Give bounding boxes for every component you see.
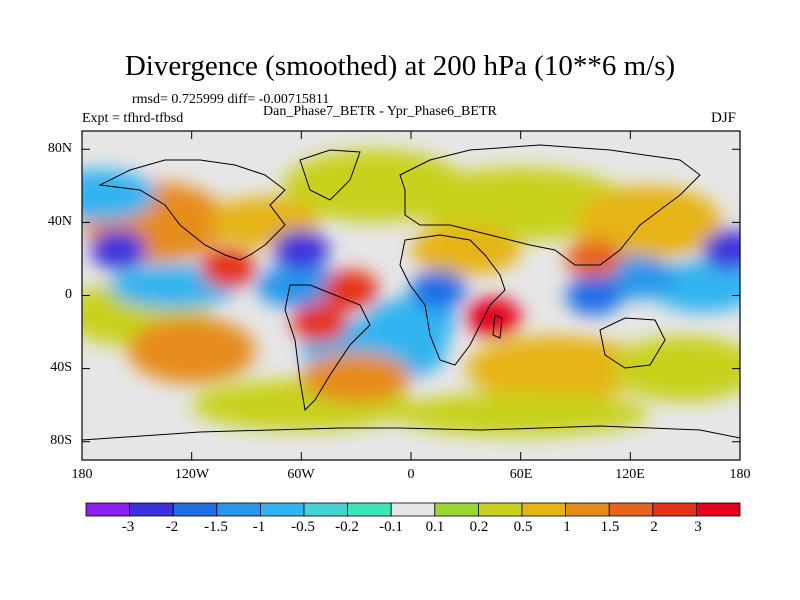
lat-tick-40s: 40S [50, 360, 72, 375]
colorbar-label: -0.1 [379, 519, 403, 535]
colorbar-swatch [172, 502, 218, 517]
field-blob [575, 185, 722, 259]
field-blob [411, 224, 521, 276]
lon-tick-60e: 60E [509, 467, 533, 482]
lat-tick-80n: 80N [47, 141, 72, 156]
colorbar-swatch [608, 502, 654, 517]
colorbar [85, 502, 741, 517]
colorbar-swatch [259, 502, 305, 517]
expt-label: Expt = tfhrd-tfbsd [82, 111, 184, 126]
coast-north-america [98, 159, 286, 261]
coast-south-america [284, 284, 371, 412]
colorbar-swatch [696, 502, 741, 517]
colorbar-label: 3 [694, 519, 702, 535]
lon-tick-60w: 60W [287, 467, 315, 482]
field-blob [255, 264, 348, 309]
lat-tick-40n: 40N [47, 214, 72, 229]
coast-eurasia [399, 144, 701, 266]
colorbar-swatch [477, 502, 523, 517]
coast-madagascar [492, 314, 503, 339]
field-layer [82, 131, 740, 460]
lon-tick-120e: 120E [615, 467, 645, 482]
coast-antarctica [82, 425, 740, 441]
colorbar-label: -0.2 [335, 519, 359, 535]
case-label: Dan_Phase7_BETR - Ypr_Phase6_BETR [263, 104, 497, 119]
field-feature [565, 275, 622, 316]
field-blob [127, 317, 256, 384]
colorbar-label: 0.1 [425, 519, 445, 535]
coast-africa [399, 234, 506, 366]
lon-tick-180w: 180 [71, 467, 93, 482]
colorbar-swatch [129, 502, 174, 517]
colorbar-label: -1.5 [204, 519, 228, 535]
colorbar-label: -2 [165, 519, 179, 535]
field-blob [301, 352, 411, 404]
coast-australia [599, 317, 666, 369]
field-feature [565, 238, 622, 279]
colorbar-label: 2 [650, 519, 658, 535]
field-feature [90, 229, 147, 270]
colorbar-label: 0.2 [469, 519, 489, 535]
field-blob [612, 335, 740, 402]
field-feature [702, 229, 740, 270]
colorbar-label: -1 [252, 519, 266, 535]
lon-tick-marks [81, 131, 741, 460]
colorbar-swatch [303, 502, 348, 517]
lon-tick-120w: 120W [174, 467, 210, 482]
colorbar-label: 1 [563, 519, 571, 535]
field-blob [392, 392, 649, 437]
field-feature [200, 248, 257, 289]
colorbar-swatch [390, 502, 436, 517]
colorbar-swatch [565, 502, 610, 517]
field-feature [322, 270, 379, 311]
lat-tick-0: 0 [65, 287, 72, 302]
lon-tick-180e: 180 [729, 467, 751, 482]
field-feature [291, 302, 348, 343]
field-blob [465, 335, 649, 402]
figure-title: Divergence (smoothed) at 200 hPa (10**6 … [124, 50, 676, 82]
field-feature [410, 270, 467, 311]
colorbar-label: 1.5 [600, 519, 620, 535]
season-label: DJF [711, 110, 737, 126]
colorbar-swatch [216, 502, 261, 517]
field-blob [365, 297, 457, 349]
colorbar-swatch [347, 502, 392, 517]
divergence-field [82, 149, 740, 437]
lat-tick-80s: 80S [50, 433, 72, 448]
stats-label: rmsd= 0.725999 diff= -0.00715811 [132, 92, 330, 107]
lat-tick-marks [82, 148, 740, 443]
colorbar-swatch [521, 502, 566, 517]
colorbar-label: 0.5 [513, 519, 533, 535]
lon-tick-0: 0 [407, 467, 415, 482]
colorbar-swatch [85, 502, 130, 517]
colorbar-swatch [652, 502, 697, 517]
coastlines [82, 144, 740, 441]
coast-greenland [299, 149, 361, 201]
colorbar-label: -0.5 [291, 519, 315, 535]
field-blob [82, 169, 156, 221]
field-feature [273, 229, 330, 270]
colorbar-label: -3 [121, 519, 135, 535]
colorbar-swatch [434, 502, 479, 517]
